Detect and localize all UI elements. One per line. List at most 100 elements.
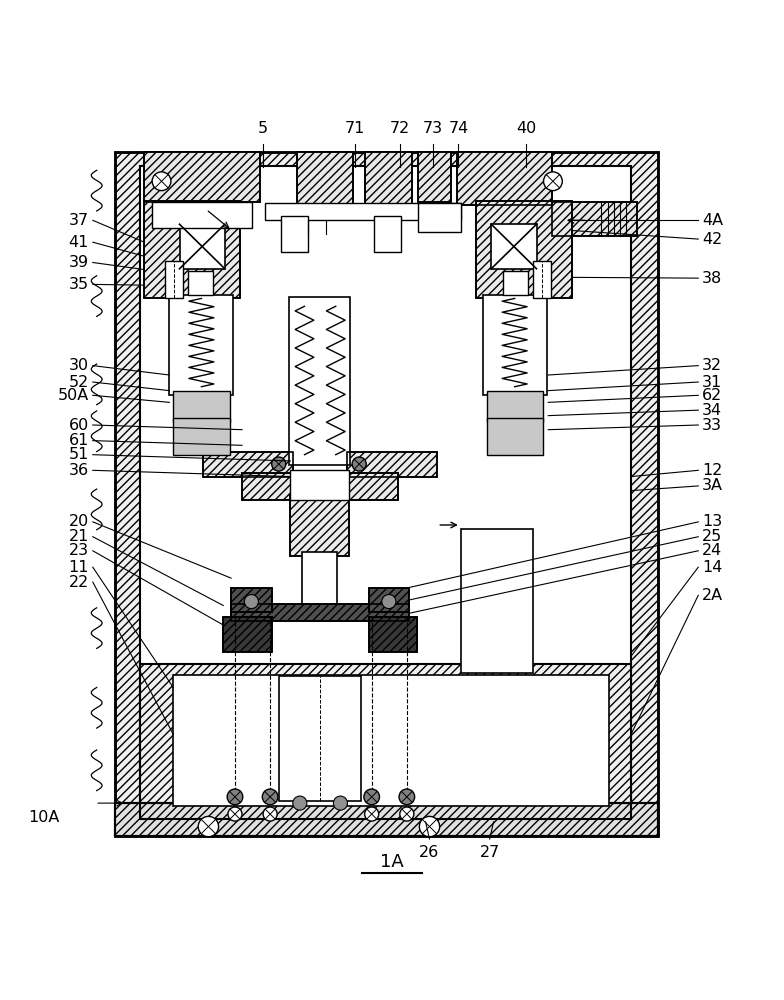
Text: 73: 73 [423,121,443,136]
Text: 34: 34 [702,403,722,418]
Text: 5: 5 [258,121,268,136]
Text: 42: 42 [702,232,722,247]
Bar [242,473,398,500]
Text: 20: 20 [69,514,89,529]
Text: 14: 14 [702,560,723,575]
Bar [140,166,631,819]
Circle shape [227,789,243,805]
Circle shape [399,789,415,805]
Bar [281,216,307,252]
Bar [169,295,234,395]
Bar [461,529,532,673]
Bar [180,224,225,269]
Text: 32: 32 [702,358,722,373]
Circle shape [263,789,278,805]
Circle shape [198,816,219,837]
Bar [492,224,536,269]
Bar [231,588,272,612]
Text: 74: 74 [448,121,469,136]
Text: 41: 41 [68,235,89,250]
Text: 62: 62 [702,388,722,403]
Text: 36: 36 [69,463,89,478]
Text: 50A: 50A [58,388,89,403]
Circle shape [245,595,259,609]
Bar [533,261,550,298]
Text: 2A: 2A [702,588,724,603]
Bar [374,216,401,252]
Text: 23: 23 [69,543,89,558]
Text: 4A: 4A [702,213,724,228]
Bar [503,271,528,295]
Bar [347,452,437,477]
Text: 71: 71 [344,121,365,136]
Bar [140,664,631,819]
Circle shape [382,595,396,609]
Text: 11: 11 [68,560,89,575]
Bar [266,203,461,220]
Bar [302,552,337,611]
Text: 27: 27 [480,845,499,860]
Bar [418,203,461,232]
Bar [296,152,353,205]
Bar [368,588,409,612]
Bar [114,152,658,836]
Bar [279,676,361,801]
Bar [290,470,349,500]
Bar [457,152,552,205]
Bar [290,495,349,556]
Bar [365,152,412,205]
Bar [203,452,292,477]
Text: 24: 24 [702,543,722,558]
Bar [418,152,451,202]
Text: 37: 37 [69,213,89,228]
Circle shape [419,816,440,837]
Bar [365,152,412,205]
Bar [173,391,230,422]
Bar [483,295,546,395]
Bar [418,152,451,202]
Bar [188,271,213,295]
Bar [487,391,543,422]
Text: 40: 40 [516,121,536,136]
Text: 22: 22 [69,575,89,590]
Bar [114,152,658,836]
Bar [296,152,353,205]
Bar [152,202,252,228]
Circle shape [365,807,379,821]
Bar [477,201,572,298]
Text: 60: 60 [69,418,89,433]
Text: 13: 13 [702,514,722,529]
Bar [144,201,240,298]
Bar [368,588,409,612]
Text: 33: 33 [702,418,722,433]
Bar [552,202,637,236]
Circle shape [292,796,307,810]
Bar [144,201,240,298]
Text: 52: 52 [69,375,89,390]
Text: 3A: 3A [702,478,723,493]
Bar [289,297,350,465]
Bar [165,261,183,298]
Bar [231,604,409,621]
Text: 39: 39 [69,255,89,270]
Circle shape [400,807,414,821]
Text: 35: 35 [69,277,89,292]
Text: 72: 72 [390,121,410,136]
Bar [457,152,552,205]
Circle shape [263,807,278,821]
Text: 10A: 10A [29,810,60,825]
Circle shape [352,457,366,471]
Text: 1A: 1A [380,853,404,871]
Bar [144,152,260,202]
Bar [347,452,437,477]
Text: 61: 61 [68,433,89,448]
Bar [552,202,637,236]
Bar [173,418,230,455]
Bar [203,452,292,477]
Text: 51: 51 [68,447,89,462]
Bar [140,664,631,819]
Bar [469,537,524,666]
Bar [144,152,260,202]
Bar [114,803,658,836]
Text: 31: 31 [702,375,722,390]
